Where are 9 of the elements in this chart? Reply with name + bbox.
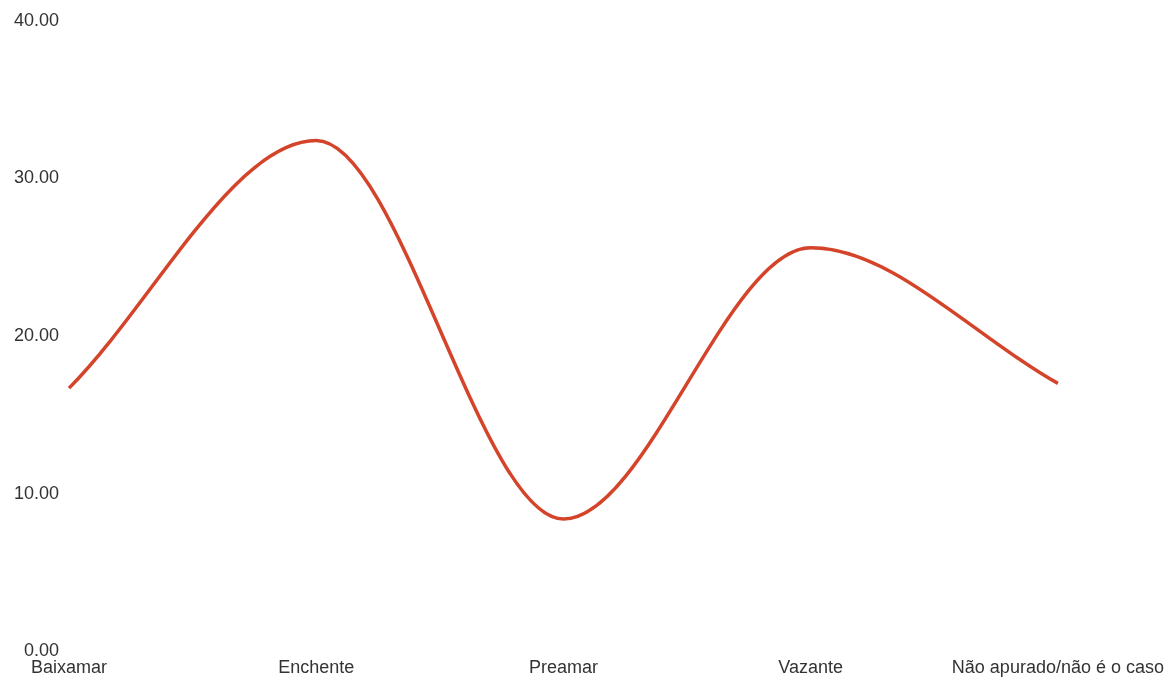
y-tick-label: 20.00 xyxy=(14,325,60,346)
x-tick-label: Enchente xyxy=(278,657,355,678)
y-tick-label: 10.00 xyxy=(14,482,60,503)
y-tick-label: 40.00 xyxy=(14,9,60,30)
y-tick-label: 30.00 xyxy=(14,167,60,188)
x-tick-label: Preamar xyxy=(528,657,598,678)
x-tick-label: Não apurado/não é o caso xyxy=(951,657,1165,678)
line-series xyxy=(67,138,1060,521)
x-tick-label: Vazante xyxy=(778,657,844,678)
